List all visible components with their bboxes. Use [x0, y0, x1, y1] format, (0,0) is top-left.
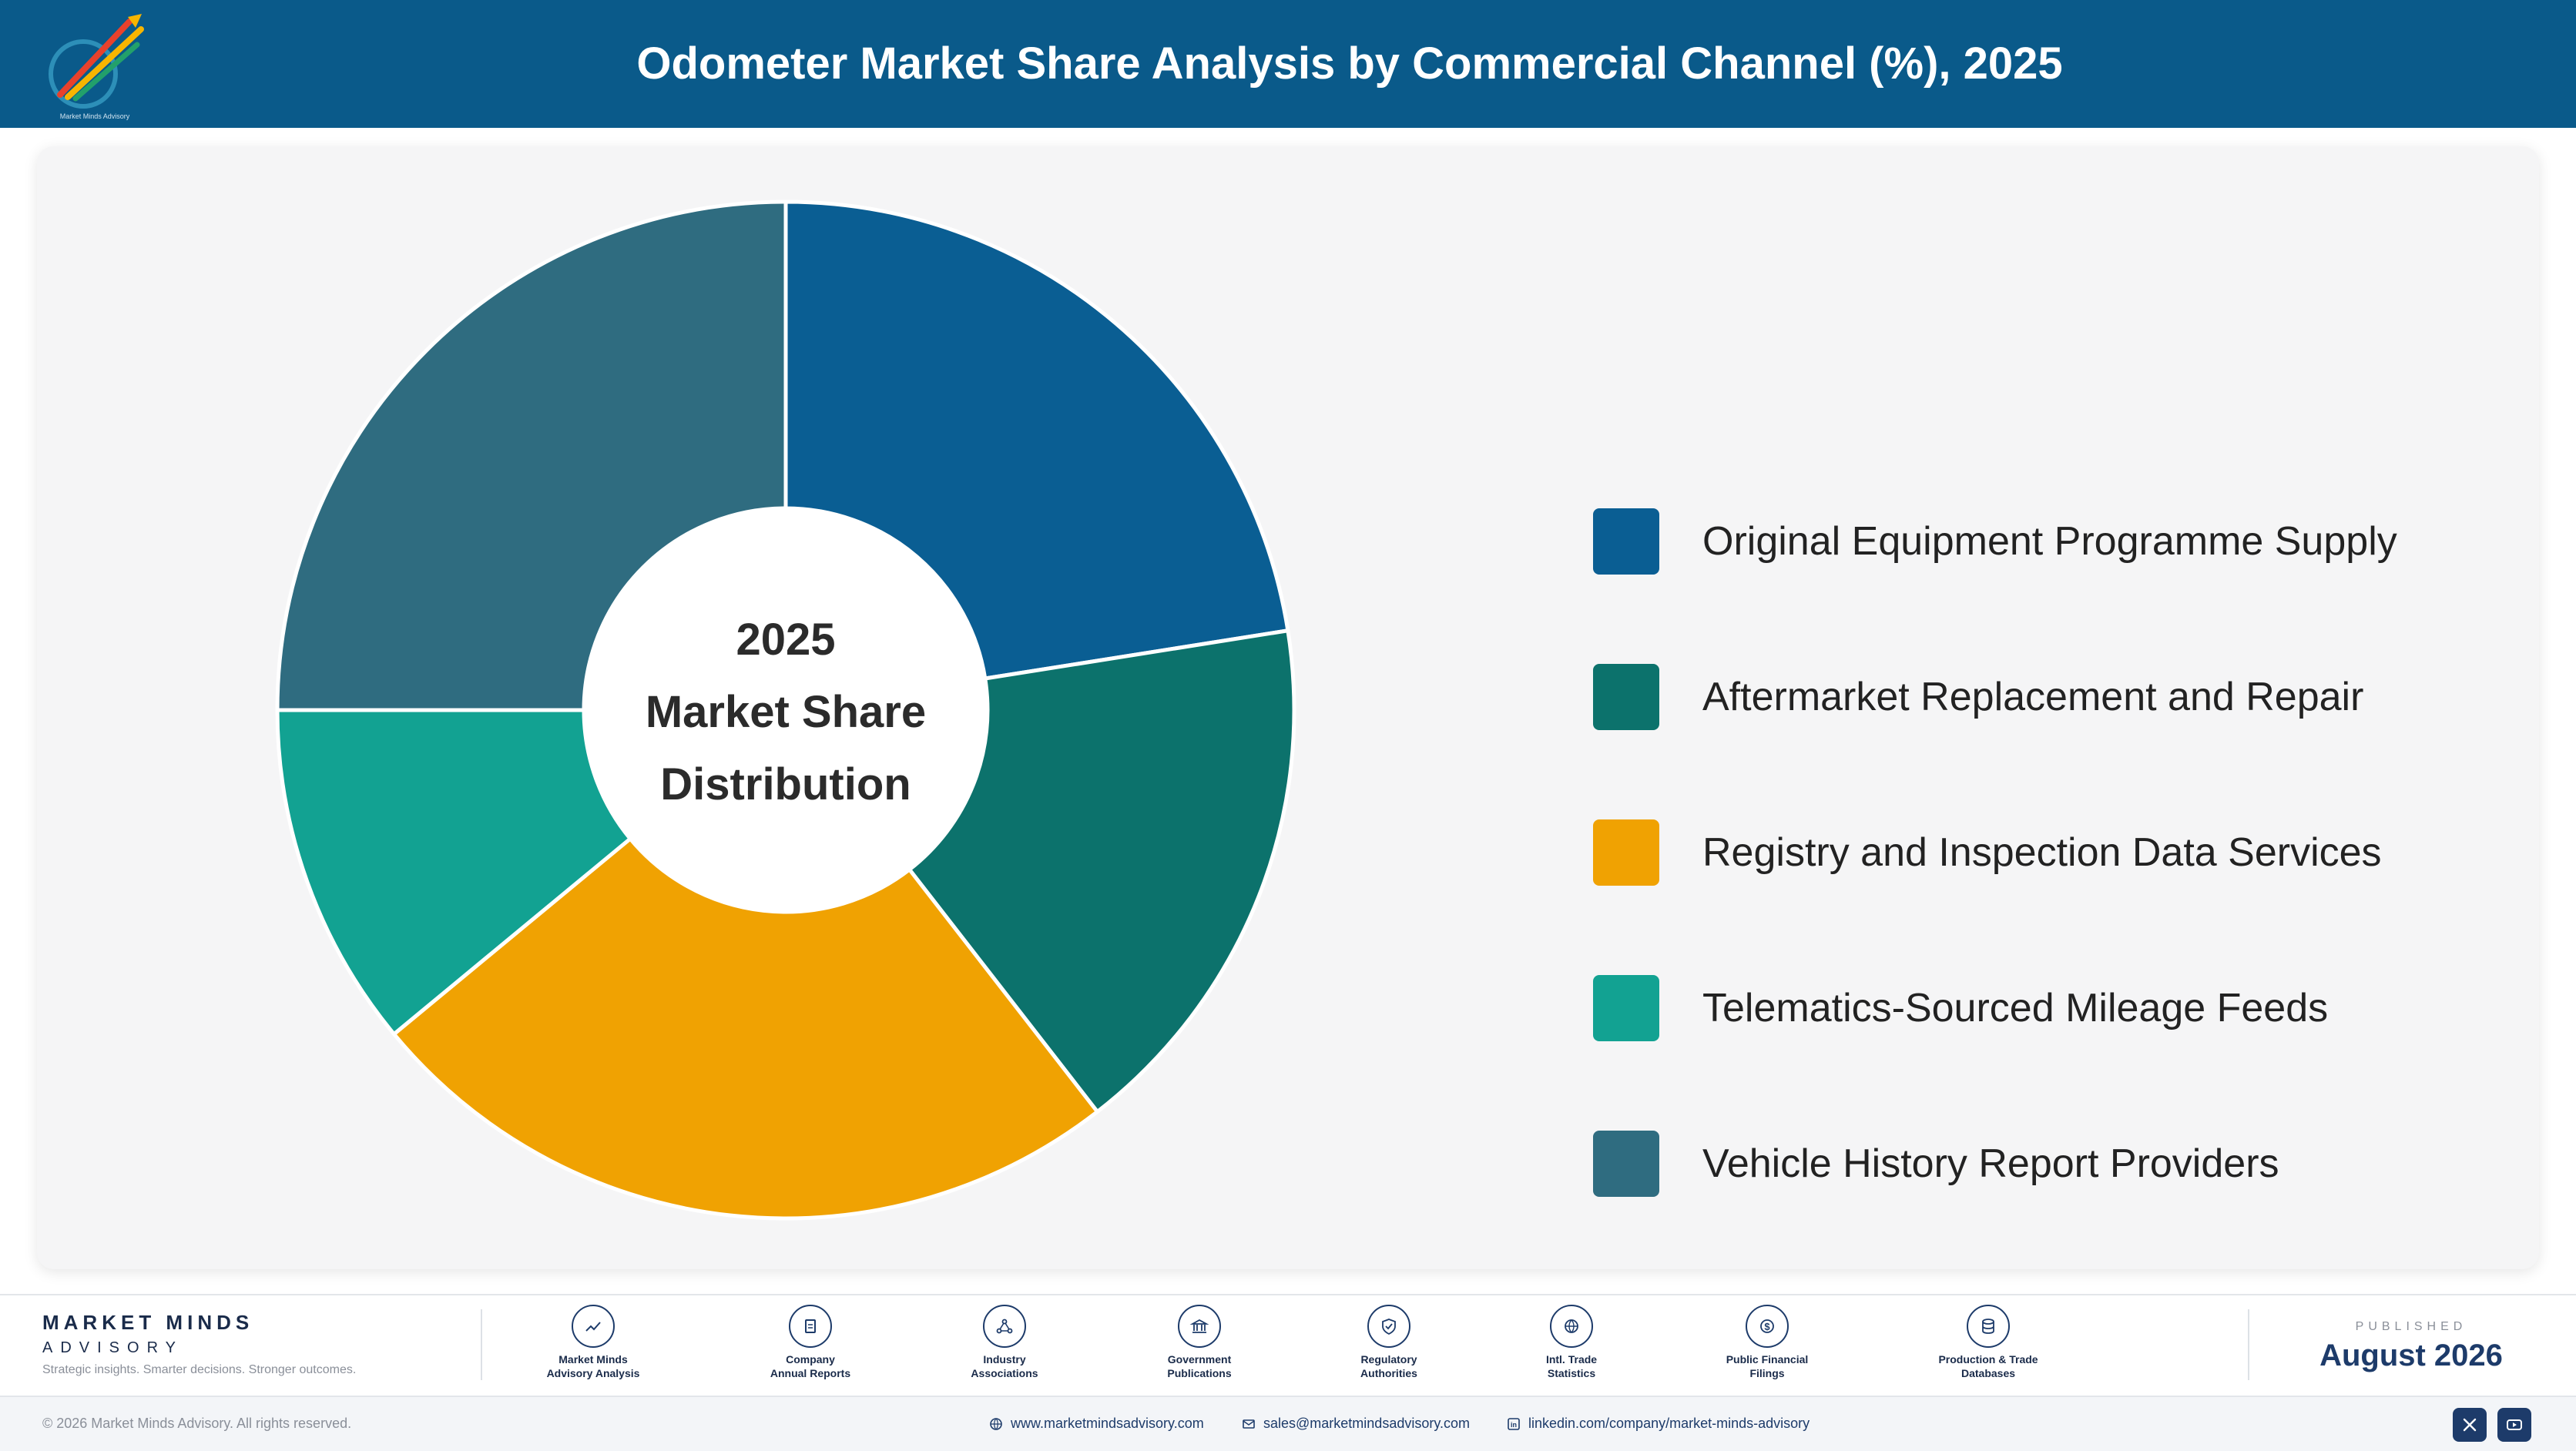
chart-card: 2025 Market Share Distribution Original Eq…	[37, 146, 2539, 1269]
legend-swatch	[1593, 664, 1659, 730]
legend-swatch	[1593, 1131, 1659, 1197]
trend-chart-icon	[572, 1305, 615, 1348]
legend-item[interactable]: Telematics-Sourced Mileage Feeds	[1593, 975, 2328, 1041]
legend-label: Telematics-Sourced Mileage Feeds	[1702, 986, 2329, 1030]
header-bar: Market Minds Advisory Odometer Market Sh…	[0, 0, 2576, 128]
website-text: www.marketmindsadvisory.com	[1011, 1416, 1204, 1431]
globe-icon	[990, 1417, 1002, 1430]
currency-icon: $	[1746, 1305, 1789, 1348]
data-source-item: Regulatory Authorities	[1312, 1305, 1466, 1380]
globe-icon	[1550, 1305, 1593, 1348]
data-source-label: Intl. Trade Statistics	[1545, 1353, 1598, 1379]
data-source-item: Government Publications	[1122, 1305, 1276, 1380]
brand-subtitle: ADVISORY	[42, 1339, 183, 1356]
data-source-item: Company Annual Reports	[733, 1305, 887, 1380]
svg-text:in: in	[1511, 1421, 1517, 1429]
brand-tagline: Strategic insights. Smarter decisions. S…	[42, 1363, 357, 1376]
logo-text: Market Minds Advisory	[60, 112, 130, 120]
footer-bottom-bar: © 2026 Market Minds Advisory. All rights…	[0, 1396, 2576, 1451]
data-source-item: Intl. Trade Statistics	[1494, 1305, 1649, 1380]
donut-chart: 2025 Market Share Distribution	[275, 199, 1296, 1221]
page-title: Odometer Market Share Analysis by Commer…	[636, 39, 2063, 89]
published-block: PUBLISHED August 2026	[2249, 1320, 2573, 1373]
data-source-item: Production & Trade Databases	[1911, 1305, 2065, 1380]
company-logo[interactable]: Market Minds Advisory	[37, 6, 153, 122]
shield-check-icon	[1367, 1305, 1410, 1348]
mail-icon	[1243, 1419, 1255, 1429]
legend-swatch	[1593, 508, 1659, 575]
donut-center-label: Market Share	[646, 687, 926, 737]
data-source-item: Market Minds Advisory Analysis	[516, 1305, 670, 1380]
legend-swatch	[1593, 975, 1659, 1041]
footer-divider	[2248, 1309, 2249, 1380]
data-source-label: Industry Associations	[971, 1353, 1038, 1379]
donut-center-label: Distribution	[660, 759, 911, 809]
data-source-label: Production & Trade Databases	[1938, 1353, 2038, 1379]
data-source-label: Regulatory Authorities	[1360, 1353, 1417, 1379]
legend-item[interactable]: Vehicle History Report Providers	[1593, 1131, 2279, 1197]
donut-center-label: 2025	[736, 615, 835, 665]
legend-label: Aftermarket Replacement and Repair	[1702, 675, 2364, 719]
data-source-label: Company Annual Reports	[770, 1353, 851, 1379]
data-source-item: $ Public Financial Filings	[1690, 1305, 1844, 1380]
footer: MARKET MINDS ADVISORY Strategic insights…	[0, 1294, 2576, 1451]
legend-label: Vehicle History Report Providers	[1702, 1141, 2279, 1186]
linkedin-text: linkedin.com/company/market-minds-adviso…	[1528, 1416, 1810, 1431]
x-social-button[interactable]	[2453, 1408, 2487, 1442]
data-source-item: Industry Associations	[927, 1305, 1082, 1380]
legend-swatch	[1593, 819, 1659, 886]
email-text: sales@marketmindsadvisory.com	[1263, 1416, 1471, 1431]
copyright: © 2026 Market Minds Advisory. All rights…	[42, 1416, 352, 1431]
database-icon	[1967, 1305, 2010, 1348]
data-sources: Market Minds Advisory Analysis Company Annu…	[539, 1305, 2142, 1389]
website-link[interactable]: www.marketmindsadvisory.com	[989, 1416, 1204, 1432]
data-source-label: Market Minds Advisory Analysis	[546, 1353, 640, 1379]
government-building-icon	[1178, 1305, 1221, 1348]
data-source-label: Public Financial Filings	[1726, 1353, 1809, 1379]
footer-brand: MARKET MINDS ADVISORY Strategic insights…	[42, 1311, 356, 1377]
donut-hole	[584, 508, 988, 912]
legend-item[interactable]: Aftermarket Replacement and Repair	[1593, 664, 2363, 730]
legend-label: Registry and Inspection Data Services	[1702, 830, 2382, 875]
network-icon	[983, 1305, 1026, 1348]
youtube-social-button[interactable]	[2497, 1408, 2531, 1442]
legend-item[interactable]: Registry and Inspection Data Services	[1593, 819, 2382, 886]
footer-divider	[481, 1309, 482, 1380]
x-icon	[2463, 1418, 2477, 1432]
brand-name: MARKET MINDS	[42, 1311, 254, 1334]
data-source-label: Government Publications	[1167, 1353, 1232, 1379]
linkedin-link[interactable]: in linkedin.com/company/market-minds-adv…	[1507, 1416, 1810, 1432]
published-label: PUBLISHED	[2355, 1320, 2467, 1333]
youtube-icon	[2507, 1419, 2522, 1430]
svg-text:$: $	[1764, 1321, 1770, 1332]
legend-item[interactable]: Original Equipment Programme Supply	[1593, 508, 2397, 575]
linkedin-icon: in	[1508, 1417, 1520, 1430]
email-link[interactable]: sales@marketmindsadvisory.com	[1242, 1416, 1470, 1432]
document-icon	[789, 1305, 832, 1348]
published-date: August 2026	[2319, 1339, 2503, 1372]
legend-label: Original Equipment Programme Supply	[1702, 519, 2397, 564]
